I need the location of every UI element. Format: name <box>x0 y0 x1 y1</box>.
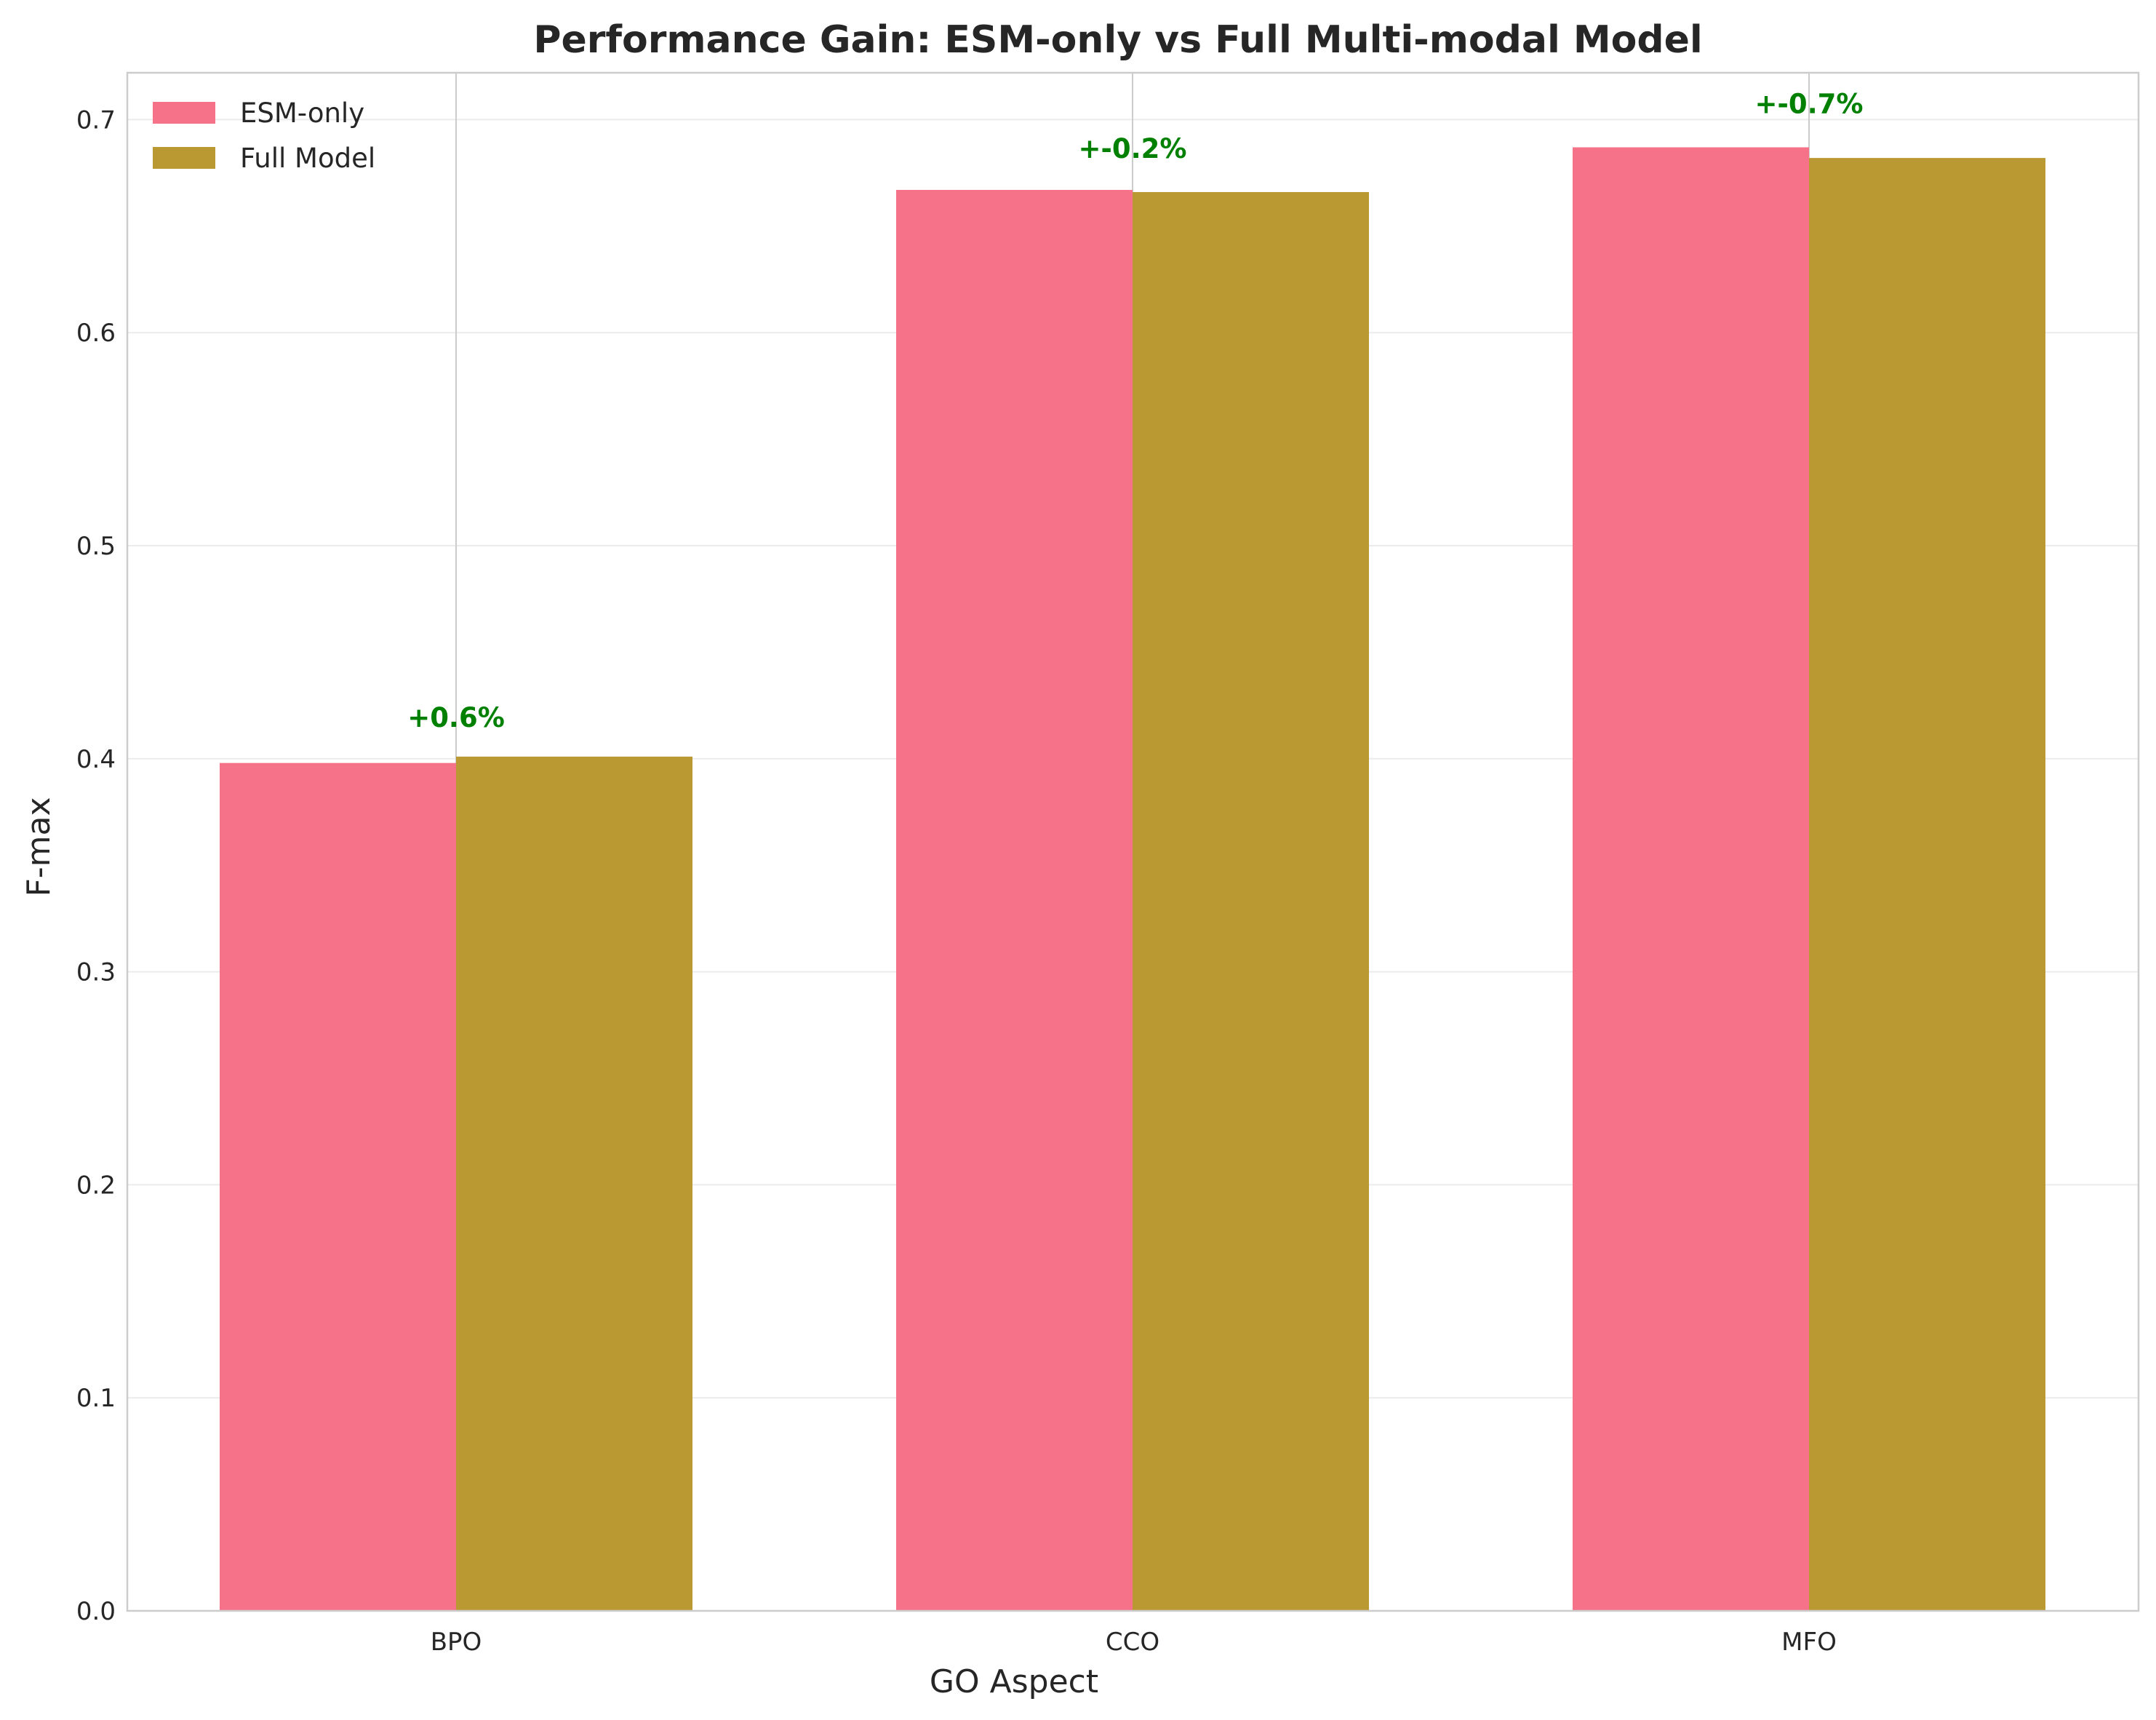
y-tick-label: 0.7 <box>76 105 116 135</box>
legend-swatch <box>153 147 215 169</box>
y-tick-label: 0.0 <box>76 1597 116 1626</box>
chart-title: Performance Gain: ESM-only vs Full Multi… <box>533 18 1702 62</box>
y-tick-label: 0.6 <box>76 319 116 348</box>
bar-esm-only-mfo <box>1573 147 1809 1611</box>
y-tick-label: 0.4 <box>76 745 116 774</box>
gain-annotations: +0.6% +-0.2% +-0.7% <box>407 89 1863 733</box>
y-tick-label: 0.2 <box>76 1171 116 1200</box>
gain-annotation: +-0.2% <box>1079 133 1187 164</box>
gain-annotation: +0.6% <box>407 702 505 733</box>
plot-frame <box>126 71 2140 1612</box>
x-axis-ticks: BPO CCO MFO <box>431 1628 1837 1657</box>
legend: ESM-only Full Model <box>153 97 375 174</box>
y-tick-label: 0.5 <box>76 532 116 561</box>
x-tick-label: BPO <box>431 1628 482 1657</box>
x-tick-label: CCO <box>1106 1628 1159 1657</box>
bar-full-model-bpo <box>456 756 692 1611</box>
y-axis-ticks: 0.0 0.1 0.2 0.3 0.4 0.5 0.6 0.7 <box>76 105 116 1626</box>
bar-full-model-cco <box>1133 191 1369 1611</box>
bar-full-model-mfo <box>1809 158 2045 1611</box>
legend-swatch <box>153 102 215 124</box>
x-tick-label: MFO <box>1781 1628 1837 1657</box>
y-axis-label: F-max <box>20 797 57 896</box>
legend-label: ESM-only <box>240 97 364 129</box>
bar-esm-only-bpo <box>220 763 456 1611</box>
gain-annotation: +-0.7% <box>1755 89 1864 120</box>
x-axis-label: GO Aspect <box>930 1663 1098 1700</box>
y-tick-label: 0.3 <box>76 958 116 987</box>
bars <box>220 147 2045 1611</box>
bar-esm-only-cco <box>896 190 1133 1611</box>
legend-label: Full Model <box>240 143 375 174</box>
y-tick-label: 0.1 <box>76 1384 116 1413</box>
